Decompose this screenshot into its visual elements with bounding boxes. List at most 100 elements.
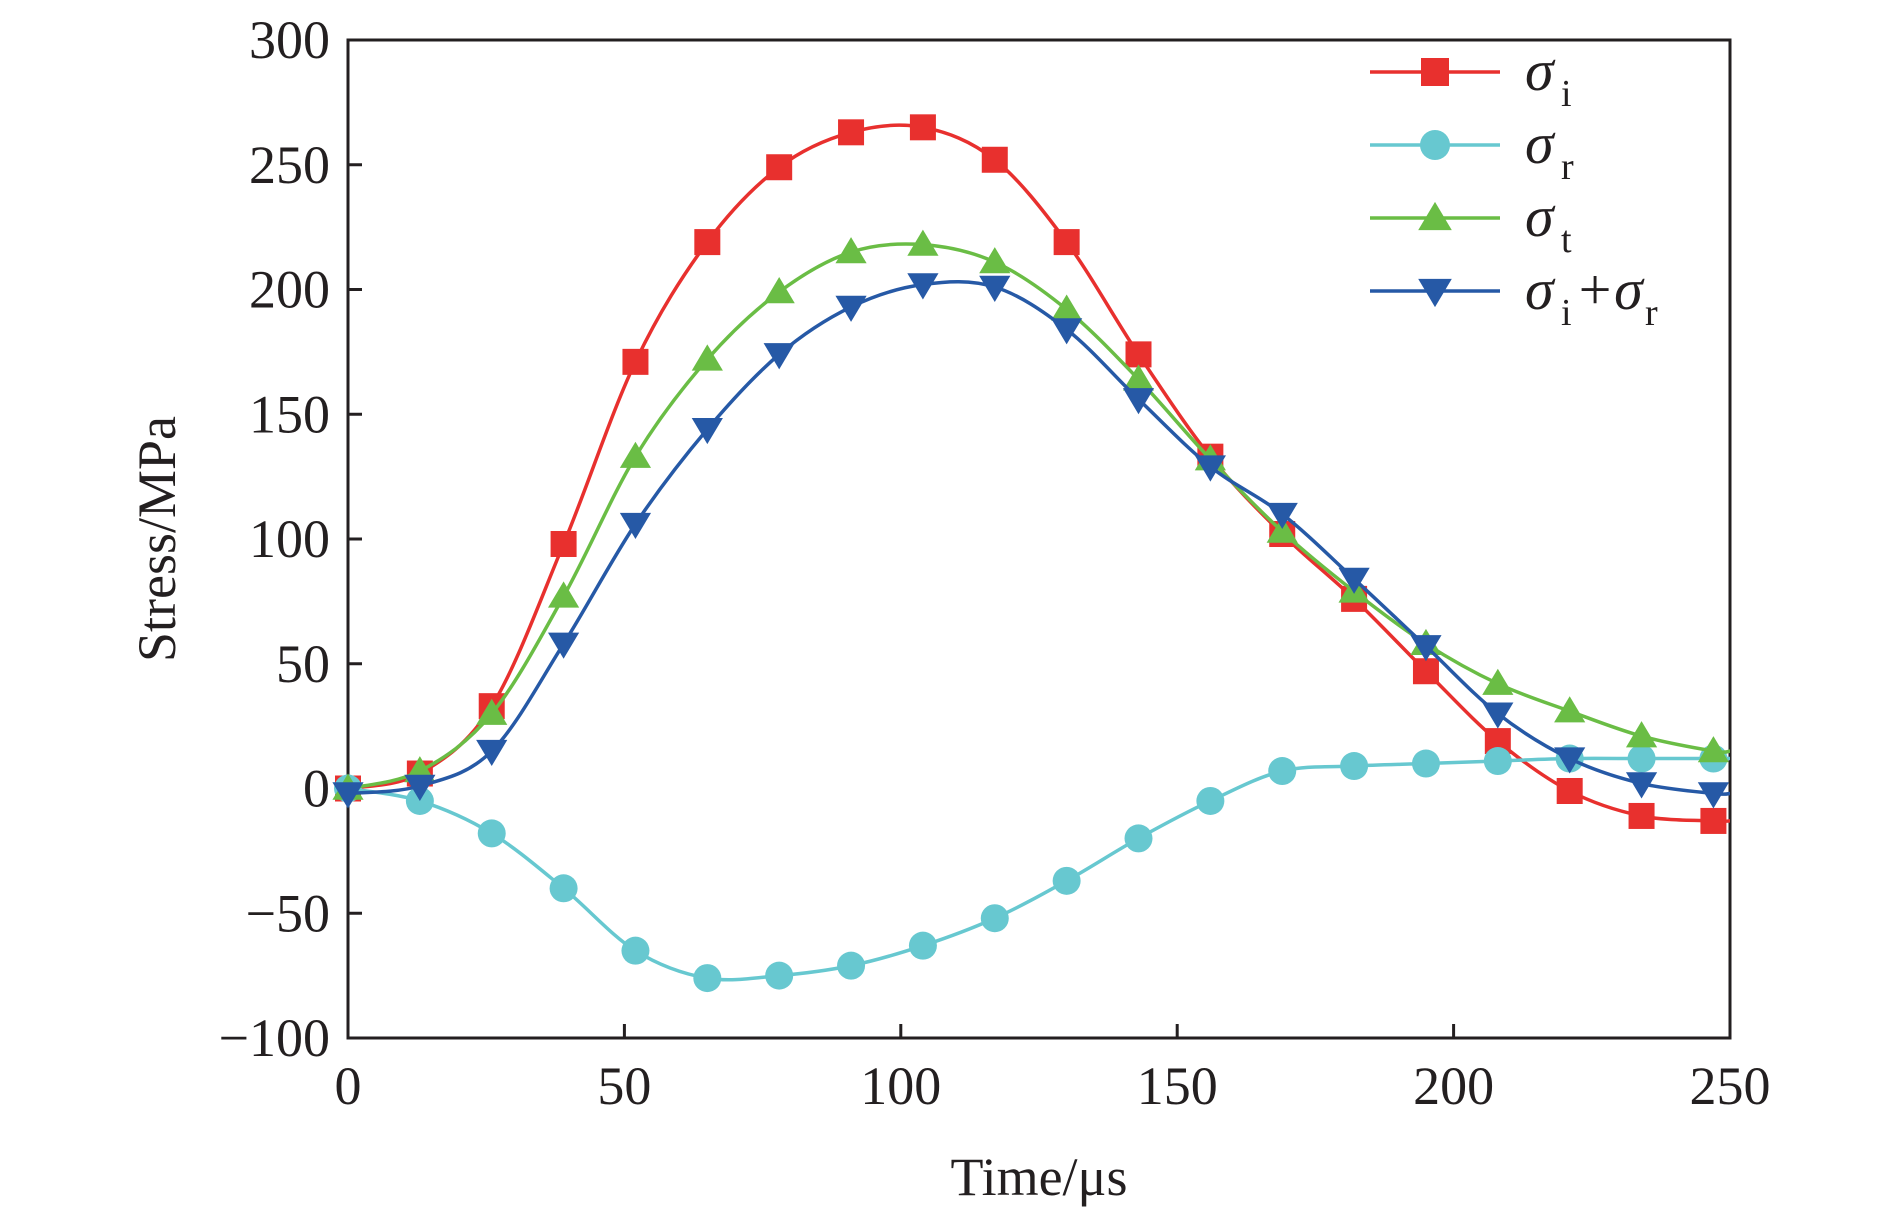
data-point: [1700, 807, 1727, 834]
data-point: [1628, 802, 1655, 829]
legend-marker: [1418, 201, 1452, 231]
x-tick-label: 250: [1690, 1056, 1771, 1116]
data-point: [1482, 668, 1514, 695]
legend-subscript: t: [1561, 219, 1572, 261]
data-point: [1124, 824, 1153, 853]
series-4: [332, 273, 1731, 809]
data-point: [691, 344, 723, 371]
data-point: [765, 961, 794, 990]
data-point: [693, 964, 722, 993]
series-line: [347, 123, 1731, 824]
data-point: [619, 441, 652, 468]
data-point: [1122, 364, 1155, 391]
y-axis: −100 −50 0 50 100 150 200 250 300: [219, 10, 362, 1068]
y-axis-title: Stress/MPa: [127, 416, 187, 662]
data-point: [907, 273, 939, 300]
data-point: [1697, 736, 1730, 763]
data-point: [547, 632, 580, 659]
data-point: [1483, 747, 1512, 776]
data-point: [981, 146, 1008, 173]
y-tick-label: −100: [219, 1008, 330, 1068]
y-tick-label: 100: [249, 509, 330, 569]
data-point: [1194, 455, 1226, 482]
y-tick-label: 250: [249, 135, 330, 195]
legend-subscript: i: [1561, 292, 1572, 334]
data-point: [1053, 229, 1080, 256]
data-point: [549, 874, 578, 903]
data-point: [1627, 744, 1656, 773]
data-point: [694, 229, 721, 256]
y-tick-label: 0: [303, 759, 330, 819]
data-point: [619, 512, 652, 539]
data-point: [1411, 749, 1440, 778]
data-point: [547, 581, 580, 608]
data-point: [1125, 341, 1152, 368]
legend-symbol: +σ: [1575, 257, 1645, 322]
legend-subscript: r: [1561, 146, 1574, 188]
data-point: [691, 418, 723, 445]
data-point: [908, 931, 937, 960]
data-point: [907, 229, 939, 256]
data-point: [1482, 702, 1514, 729]
data-point: [1052, 866, 1081, 895]
data-point: [1266, 516, 1298, 543]
legend-marker: [1418, 278, 1452, 308]
data-point: [1410, 635, 1442, 662]
x-tick-label: 50: [597, 1056, 651, 1116]
data-point: [332, 782, 364, 809]
series-layer: [332, 114, 1731, 993]
legend-marker: [1421, 58, 1449, 86]
data-point: [405, 786, 434, 815]
data-point: [1412, 658, 1439, 685]
data-point: [766, 154, 793, 181]
y-tick-label: 300: [249, 10, 330, 70]
data-point: [1554, 747, 1586, 774]
data-point: [979, 247, 1011, 274]
data-point: [1625, 721, 1658, 748]
y-tick-label: 50: [276, 634, 330, 694]
x-axis: 0 50 100 150 200 250: [335, 1024, 1771, 1116]
legend: σ iσ rσ tσ i +σ r: [1370, 38, 1658, 334]
data-point: [1554, 696, 1586, 723]
legend-symbol: σ: [1525, 111, 1556, 176]
legend-symbol: σ: [1525, 38, 1556, 103]
data-point: [477, 819, 506, 848]
data-point: [1051, 318, 1083, 345]
data-point: [838, 119, 865, 146]
data-point: [621, 936, 650, 965]
series-1: [335, 114, 1731, 834]
data-point: [1697, 782, 1730, 809]
series-3: [332, 229, 1731, 800]
data-point: [1556, 777, 1583, 804]
legend-marker: [1420, 130, 1450, 160]
data-point: [1338, 567, 1370, 594]
series-line: [347, 242, 1731, 791]
data-point: [476, 739, 508, 767]
data-point: [622, 348, 649, 375]
legend-subscript: r: [1645, 292, 1658, 334]
data-point: [550, 530, 577, 557]
data-point: [1340, 752, 1369, 781]
data-point: [1268, 757, 1297, 786]
series-2: [334, 744, 1730, 993]
data-point: [909, 114, 936, 141]
data-point: [404, 774, 436, 801]
data-point: [835, 295, 867, 322]
data-point: [1051, 294, 1083, 321]
legend-symbol: σ: [1525, 257, 1556, 322]
x-tick-label: 100: [860, 1056, 941, 1116]
legend-symbol: σ: [1525, 184, 1556, 249]
data-point: [1122, 388, 1155, 415]
data-point: [979, 275, 1011, 302]
y-tick-label: −50: [246, 883, 330, 943]
y-tick-label: 200: [249, 260, 330, 320]
legend-entry: σ i +σ r: [1370, 257, 1658, 334]
x-tick-label: 150: [1137, 1056, 1218, 1116]
y-tick-label: 150: [249, 384, 330, 444]
data-point: [980, 904, 1009, 933]
data-point: [476, 698, 508, 725]
series-line: [347, 756, 1730, 982]
